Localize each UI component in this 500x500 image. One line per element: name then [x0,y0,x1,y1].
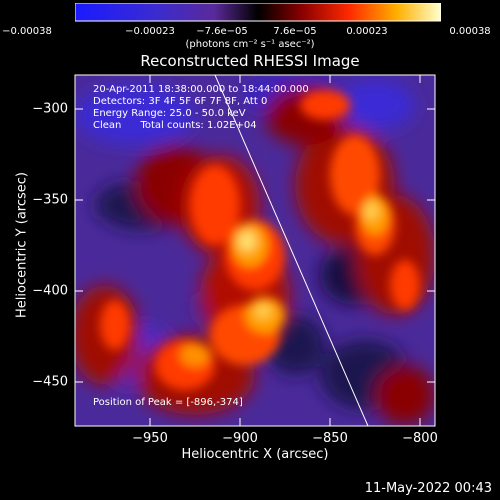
rhessi-image [75,75,435,426]
colorbar-tick-3: −7.6e−05 [196,26,248,37]
colorbar-tick-6: 0.00038 [449,26,491,37]
x-axis-label: Heliocentric X (arcsec) [181,447,329,462]
timestamp: 11-May-2022 00:43 [364,481,492,496]
y-tick-label: −400 [32,283,68,299]
y-tick-label: −450 [32,374,68,390]
limb-line [214,75,369,426]
info-energy: Energy Range: 25.0 - 50.0 keV [93,108,246,119]
x-tick-label: −900 [222,431,258,446]
x-tick-label: −950 [132,431,168,446]
y-axis-label: Heliocentric Y (arcsec) [14,172,30,318]
y-tick-label: −350 [32,192,68,208]
info-detectors: Detectors: 3F 4F 5F 6F 7F 8F, Att 0 [93,96,268,107]
x-tick-label: −800 [402,431,438,446]
image-title: Reconstructed RHESSI Image [140,52,360,70]
info-time: 20-Apr-2011 18:38:00.000 to 18:44:00.000 [93,84,309,95]
colorbar [75,3,441,22]
x-tick-label: −850 [312,431,348,446]
colorbar-tick-4: 7.6e−05 [273,26,317,37]
colorbar-unit-label: (photons cm⁻² s⁻¹ asec⁻²) [185,39,315,50]
colorbar-tick-1: −0.00038 [2,26,52,37]
colorbar-tick-2: −0.00023 [125,26,175,37]
peak-position: Position of Peak = [-896,-374] [93,397,243,408]
info-clean: Clean Total counts: 1.02E+04 [93,120,257,131]
y-tick-label: −300 [32,101,68,117]
colorbar-tick-5: 0.00023 [346,26,388,37]
